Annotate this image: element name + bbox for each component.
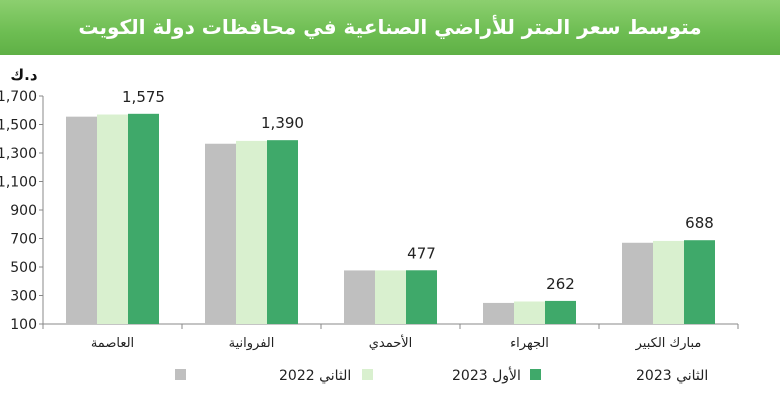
bar-1 (205, 143, 236, 324)
data-label: 1,575 (122, 88, 165, 106)
y-tick-label: 1,700 (0, 89, 37, 105)
y-tick-label: 300 (10, 289, 37, 305)
bar-2 (236, 140, 267, 324)
chart-title: متوسط سعر المتر للأراضي الصناعية في محاف… (78, 15, 702, 39)
legend-swatch-3 (530, 369, 541, 380)
bar-3 (267, 140, 298, 324)
title-bar (0, 0, 780, 55)
y-axis-unit: د.ك (10, 66, 37, 84)
legend-swatch-1 (175, 369, 186, 380)
legend-label-2: الأول 2023 (452, 366, 521, 384)
x-category-label: العاصمة (91, 336, 134, 351)
y-tick-label: 700 (10, 232, 37, 248)
data-label: 1,390 (261, 114, 304, 132)
bar-3 (684, 240, 715, 324)
y-tick-label: 500 (10, 260, 37, 276)
bar-2 (97, 114, 128, 325)
x-category-label: مبارك الكبير (635, 336, 702, 351)
legend-label-3: الثاني 2023 (636, 368, 708, 384)
y-tick-label: 100 (10, 317, 37, 333)
x-category-label: الفروانية (229, 336, 275, 351)
bar-2 (653, 240, 684, 324)
legend-swatch-2 (362, 369, 373, 380)
bar-3 (545, 300, 576, 324)
bar-3 (406, 270, 437, 324)
y-tick-label: 1,300 (0, 146, 37, 162)
data-label: 477 (407, 244, 436, 262)
bar-2 (514, 301, 545, 324)
y-tick-label: 900 (10, 203, 37, 219)
legend-label-1: الثاني 2022 (279, 368, 351, 384)
y-tick-label: 1,100 (0, 175, 37, 191)
x-category-label: الأحمدي (369, 334, 413, 351)
bar-1 (483, 302, 514, 324)
bar-1 (344, 270, 375, 324)
bar-2 (375, 270, 406, 324)
x-category-label: الجهراء (510, 336, 549, 351)
data-label: 262 (546, 275, 575, 293)
data-label: 688 (685, 214, 714, 232)
bar-1 (66, 116, 97, 324)
y-tick-label: 1,500 (0, 118, 37, 134)
bar-3 (128, 113, 159, 324)
bar-1 (622, 242, 653, 324)
